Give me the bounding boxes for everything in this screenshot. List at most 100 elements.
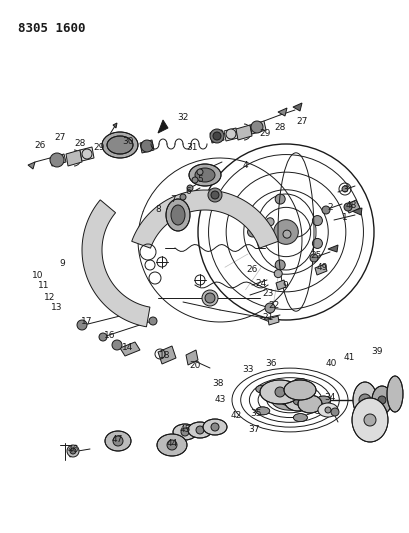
Text: 4: 4	[242, 160, 247, 169]
Text: 32: 32	[177, 112, 188, 122]
Circle shape	[209, 129, 223, 143]
Polygon shape	[223, 128, 237, 141]
Text: 3: 3	[341, 185, 347, 195]
Text: 33: 33	[242, 366, 253, 375]
Text: 5: 5	[197, 175, 202, 184]
Circle shape	[180, 194, 186, 200]
Text: 35: 35	[249, 408, 261, 417]
Text: 9: 9	[59, 259, 65, 268]
Polygon shape	[80, 147, 94, 161]
Polygon shape	[249, 121, 265, 134]
Text: 29: 29	[93, 142, 104, 151]
Circle shape	[67, 445, 79, 457]
Text: 20: 20	[189, 360, 200, 369]
Polygon shape	[209, 130, 223, 143]
Circle shape	[196, 169, 202, 175]
Text: 37: 37	[247, 425, 259, 434]
Text: 18: 18	[159, 351, 170, 360]
Text: 30: 30	[122, 138, 133, 147]
Polygon shape	[66, 150, 82, 166]
Circle shape	[312, 238, 321, 248]
Ellipse shape	[283, 380, 315, 400]
Circle shape	[292, 395, 302, 405]
Text: 34: 34	[324, 393, 335, 402]
Polygon shape	[236, 125, 252, 140]
Text: 45: 45	[179, 425, 190, 434]
Text: 9: 9	[281, 280, 287, 289]
Polygon shape	[157, 346, 175, 364]
Ellipse shape	[107, 136, 133, 154]
Circle shape	[377, 396, 385, 404]
Circle shape	[166, 440, 177, 450]
Polygon shape	[351, 208, 361, 215]
Text: 2: 2	[326, 204, 332, 213]
Ellipse shape	[157, 434, 187, 456]
Text: 42: 42	[230, 410, 241, 419]
Circle shape	[282, 230, 290, 238]
Text: 22: 22	[268, 302, 279, 311]
Ellipse shape	[171, 205, 184, 225]
Text: 49: 49	[315, 262, 327, 271]
Ellipse shape	[371, 386, 391, 414]
Text: 27: 27	[296, 117, 307, 126]
Ellipse shape	[255, 385, 269, 393]
Polygon shape	[327, 245, 337, 252]
Polygon shape	[314, 264, 326, 275]
Circle shape	[343, 203, 351, 211]
Circle shape	[273, 220, 298, 244]
Ellipse shape	[283, 389, 311, 411]
Circle shape	[77, 320, 87, 330]
Ellipse shape	[166, 199, 189, 231]
Circle shape	[196, 426, 204, 434]
Circle shape	[358, 394, 370, 406]
Polygon shape	[131, 190, 278, 248]
Circle shape	[265, 218, 274, 226]
Text: 21: 21	[262, 312, 273, 321]
Text: 12: 12	[44, 293, 56, 302]
Text: 11: 11	[38, 281, 49, 290]
Text: 28: 28	[74, 139, 85, 148]
Ellipse shape	[271, 390, 308, 410]
Circle shape	[202, 290, 218, 306]
Text: 28: 28	[274, 124, 285, 133]
Text: 17: 17	[81, 318, 92, 327]
Ellipse shape	[255, 407, 269, 415]
Circle shape	[204, 293, 214, 303]
Text: 27: 27	[54, 133, 65, 142]
Circle shape	[312, 215, 321, 225]
Text: 46: 46	[67, 446, 79, 455]
Ellipse shape	[317, 403, 337, 417]
Ellipse shape	[173, 424, 196, 440]
Text: 23: 23	[262, 289, 273, 298]
Text: 29: 29	[258, 128, 270, 138]
Circle shape	[50, 153, 64, 167]
Polygon shape	[292, 103, 301, 111]
Circle shape	[148, 317, 157, 325]
Circle shape	[274, 260, 285, 270]
Text: 26: 26	[34, 141, 45, 149]
Ellipse shape	[102, 132, 138, 158]
Circle shape	[321, 206, 329, 214]
Circle shape	[247, 227, 257, 237]
Text: 6: 6	[185, 188, 191, 197]
Circle shape	[191, 177, 198, 183]
Circle shape	[112, 340, 122, 350]
Circle shape	[141, 140, 153, 152]
Ellipse shape	[386, 376, 402, 412]
Ellipse shape	[297, 395, 321, 413]
Circle shape	[250, 121, 262, 133]
Text: 1: 1	[341, 214, 347, 222]
Text: 7: 7	[170, 196, 175, 205]
Text: 48: 48	[344, 200, 356, 209]
Polygon shape	[267, 316, 278, 325]
Circle shape	[225, 129, 236, 139]
Text: 8: 8	[155, 206, 160, 214]
Text: 8305 1600: 8305 1600	[18, 22, 85, 35]
Circle shape	[211, 423, 218, 431]
Text: 13: 13	[51, 303, 63, 312]
Polygon shape	[28, 162, 35, 169]
Circle shape	[213, 132, 220, 140]
Text: 26: 26	[246, 265, 257, 274]
Text: 10: 10	[32, 271, 44, 279]
Circle shape	[274, 387, 284, 397]
